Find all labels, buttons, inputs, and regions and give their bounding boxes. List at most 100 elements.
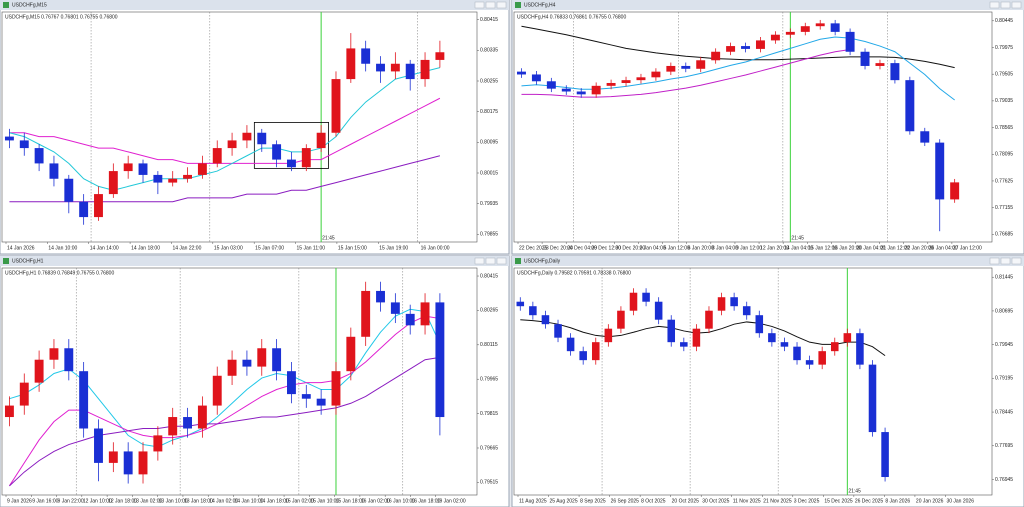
candle-body <box>272 144 282 160</box>
y-tick-label: 0.80015 <box>480 170 498 176</box>
window-button[interactable] <box>496 1 507 9</box>
candle-body <box>79 201 89 218</box>
x-tick-label: 26 Sep 2025 <box>611 498 640 504</box>
y-tick-label: 0.80415 <box>480 17 498 23</box>
x-tick-label: 14 Jan 04:00 <box>784 245 813 251</box>
candle-body <box>705 310 713 329</box>
candle-body <box>830 23 840 32</box>
x-tick-label: 20 Oct 2025 <box>672 498 699 504</box>
candle-body <box>591 342 600 361</box>
window-button[interactable] <box>1000 257 1011 265</box>
candle-body <box>376 290 385 303</box>
candle-body <box>604 328 613 343</box>
x-tick-label: 14 Jan 2026 <box>7 245 35 251</box>
time-marker-label: 21:45 <box>322 235 335 241</box>
candle-body <box>301 148 311 168</box>
candle-body <box>227 359 237 376</box>
time-marker-label: 21:45 <box>791 235 804 241</box>
window-button[interactable] <box>485 257 496 265</box>
candle-body <box>331 371 341 406</box>
candle-body <box>420 302 430 326</box>
window-button[interactable] <box>474 257 485 265</box>
candle-body <box>331 79 341 133</box>
x-tick-label: 9 Jan 22:00 <box>58 498 84 504</box>
candle-body <box>516 71 526 75</box>
x-tick-label: 8 Sep 2025 <box>580 498 606 504</box>
x-tick-label: 11 Aug 2025 <box>519 498 547 504</box>
window-button[interactable] <box>485 1 496 9</box>
candle-body <box>529 306 537 316</box>
title-bar <box>512 256 1024 266</box>
x-tick-label: 16 Jan 10:00 <box>386 498 415 504</box>
plot-area <box>1 267 478 496</box>
x-tick-label: 15 Jan 10:00 <box>310 498 339 504</box>
x-tick-label: 12 Jan 10:00 <box>83 498 112 504</box>
moving-average <box>521 48 851 98</box>
x-tick-label: 15 Jan 18:00 <box>336 498 365 504</box>
candle-body <box>815 23 825 27</box>
candle-body <box>361 290 371 337</box>
x-tick-label: 25 Aug 2025 <box>550 498 578 504</box>
window-button[interactable] <box>1011 257 1022 265</box>
moving-average <box>9 356 440 487</box>
plot-area <box>1 11 478 243</box>
candle-body <box>405 313 415 326</box>
candle-body <box>301 394 311 399</box>
y-tick-label: 0.79505 <box>995 72 1013 78</box>
plot-area <box>513 267 993 496</box>
x-tick-label: 15 Jan 11:00 <box>297 245 326 251</box>
candle-body <box>845 31 855 52</box>
candle-body <box>629 292 638 311</box>
candle-body <box>212 148 222 164</box>
candle-body <box>717 297 726 311</box>
candle-body <box>390 302 400 314</box>
x-tick-label: 22 Dec 2025 <box>519 245 548 251</box>
x-tick-label: 11 Nov 2025 <box>733 498 761 504</box>
candle-body <box>168 417 178 436</box>
y-tick-label: 0.80415 <box>480 273 498 279</box>
y-tick-label: 0.78565 <box>995 125 1013 131</box>
candle-body <box>4 136 14 141</box>
candle-body <box>197 163 207 175</box>
candle-body <box>890 63 900 81</box>
y-tick-label: 0.79975 <box>995 45 1013 51</box>
window-button[interactable] <box>1000 1 1011 9</box>
candle-body <box>875 63 885 66</box>
moving-average <box>9 97 441 164</box>
x-tick-label: 21 Nov 2025 <box>763 498 792 504</box>
y-tick-label: 0.79815 <box>480 411 498 417</box>
moving-average <box>521 25 955 69</box>
moving-average <box>520 319 886 357</box>
candle-body <box>257 132 267 145</box>
window-button[interactable] <box>989 257 1000 265</box>
candle-body <box>346 336 356 372</box>
title-bar <box>0 0 509 10</box>
x-tick-label: 30 Dec 20:00 <box>615 245 645 251</box>
window-button[interactable] <box>496 257 507 265</box>
candle-body <box>621 80 631 83</box>
candle-body <box>212 375 222 406</box>
candle-body <box>755 40 765 49</box>
window-button[interactable] <box>989 1 1000 9</box>
y-tick-label: 0.79935 <box>480 201 498 207</box>
candle-body <box>755 315 764 334</box>
candle-body <box>123 163 133 172</box>
candle-body <box>64 348 74 372</box>
x-tick-label: 13 Jan 02:00 <box>133 498 162 504</box>
y-tick-label: 0.76685 <box>995 232 1013 238</box>
y-tick-label: 0.77155 <box>995 205 1013 211</box>
y-tick-label: 0.80445 <box>995 18 1013 24</box>
candle-body <box>785 31 795 35</box>
x-tick-label: 20 Jan 04:00 <box>856 245 885 251</box>
window-button[interactable] <box>474 1 485 9</box>
candle-body <box>579 351 587 361</box>
window-button[interactable] <box>1011 1 1022 9</box>
candle-body <box>905 80 915 132</box>
window-title: USDCHFg,Daily <box>524 258 561 264</box>
x-tick-label: 15 Jan 03:00 <box>214 245 243 251</box>
candle-body <box>770 34 780 41</box>
window-title: USDCHFg,M15 <box>12 2 47 8</box>
candle-body <box>541 315 550 325</box>
x-tick-label: 12 Jan 20:00 <box>760 245 789 251</box>
